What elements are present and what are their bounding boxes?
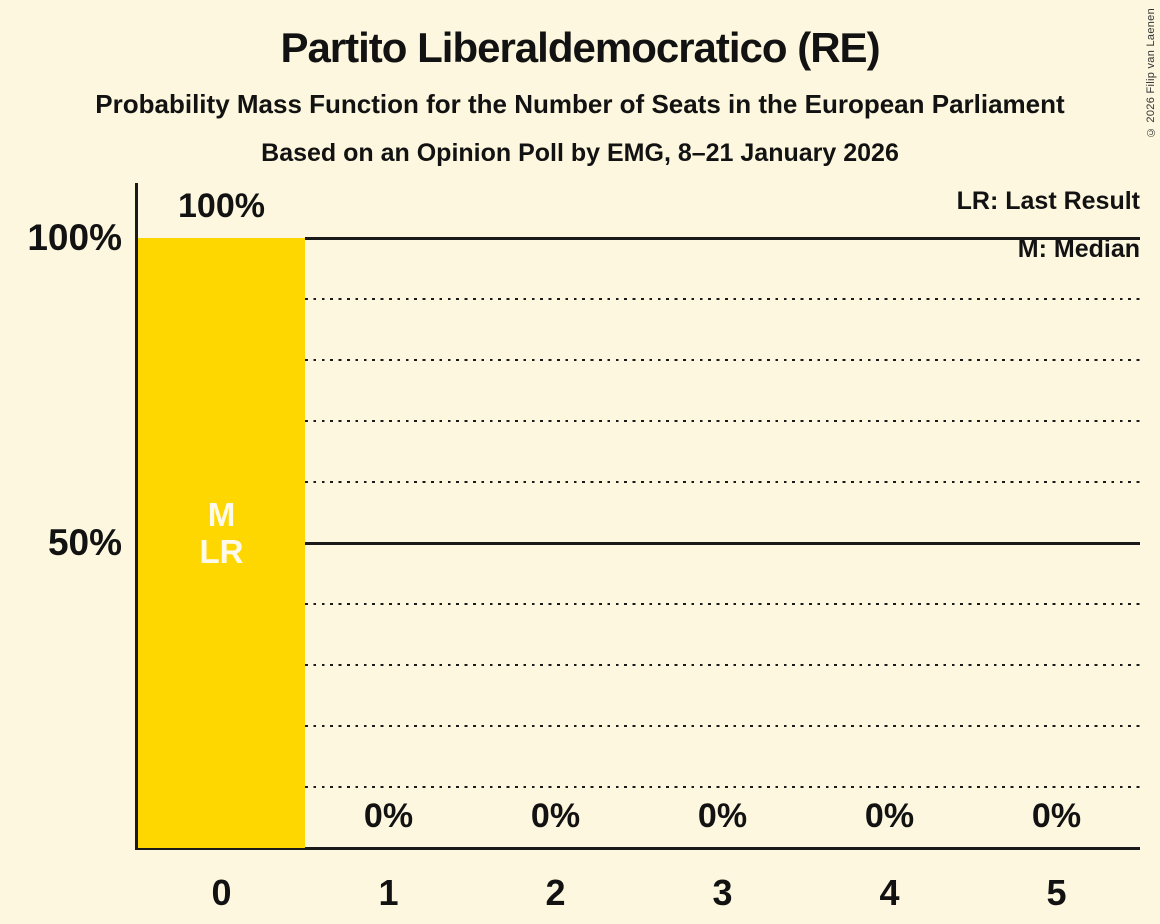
bar-value-label: 0% bbox=[864, 797, 915, 835]
y-axis-line bbox=[135, 183, 138, 850]
bar-annotation: M LR bbox=[199, 496, 244, 570]
gridline-30 bbox=[305, 663, 1140, 667]
gridline-60 bbox=[305, 480, 1140, 484]
gridline-50 bbox=[305, 541, 1140, 545]
x-axis-line bbox=[135, 847, 1140, 850]
legend-last-result: LR: Last Result bbox=[956, 187, 1140, 215]
bar-seats-0 bbox=[138, 238, 305, 848]
bar-value-label: 100% bbox=[178, 187, 265, 225]
chart-poll-info: Based on an Opinion Poll by EMG, 8–21 Ja… bbox=[261, 139, 899, 167]
chart-subtitle: Probability Mass Function for the Number… bbox=[95, 89, 1065, 119]
y-tick-label-50: 50% bbox=[47, 522, 122, 563]
bar-value-label: 0% bbox=[530, 797, 581, 835]
gridline-10 bbox=[305, 785, 1140, 789]
x-tick-label-3: 3 bbox=[712, 872, 733, 913]
copyright-text: © 2026 Filip van Laenen bbox=[1145, 8, 1157, 139]
gridline-70 bbox=[305, 419, 1140, 423]
gridline-40 bbox=[305, 602, 1140, 606]
x-tick-label-0: 0 bbox=[211, 872, 232, 913]
gridline-100 bbox=[305, 236, 1140, 240]
legend-median: M: Median bbox=[1017, 235, 1140, 263]
gridline-20 bbox=[305, 724, 1140, 728]
x-tick-label-2: 2 bbox=[545, 872, 566, 913]
chart-title: Partito Liberaldemocratico (RE) bbox=[280, 24, 880, 71]
bar-value-label: 0% bbox=[697, 797, 748, 835]
y-tick-label-100: 100% bbox=[27, 217, 122, 258]
gridline-90 bbox=[305, 297, 1140, 301]
bar-value-label: 0% bbox=[1031, 797, 1082, 835]
gridline-80 bbox=[305, 358, 1140, 362]
bar-value-label: 0% bbox=[363, 797, 414, 835]
x-tick-label-4: 4 bbox=[879, 872, 900, 913]
x-tick-label-1: 1 bbox=[378, 872, 399, 913]
x-tick-label-5: 5 bbox=[1046, 872, 1067, 913]
